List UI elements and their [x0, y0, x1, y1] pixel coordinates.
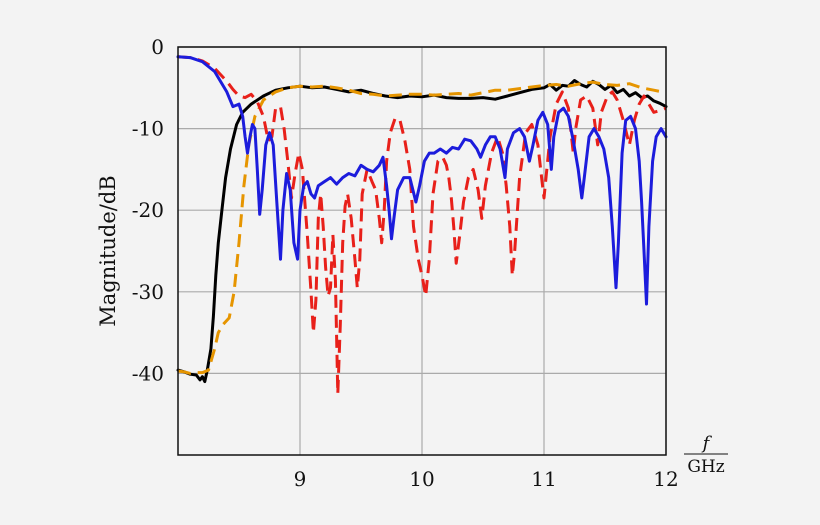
series-line-1	[176, 79, 668, 384]
y-tick-label: -10	[132, 117, 164, 141]
series-line-2	[177, 80, 667, 375]
x-tick-label: 11	[531, 467, 556, 491]
y-tick-label: -40	[132, 361, 164, 385]
y-tick-label: 0	[151, 35, 164, 59]
series-line-4	[176, 55, 668, 306]
x-tick-label: 12	[653, 467, 678, 491]
y-tick-label: -30	[132, 280, 164, 304]
y-tick-label: -20	[132, 198, 164, 222]
y-axis-label: Magnitude/dB	[96, 175, 120, 327]
x-unit-denominator: GHz	[687, 457, 724, 477]
x-tick-labels: 9 10 11 12	[294, 467, 679, 491]
x-tick-label: 9	[294, 467, 307, 491]
plot-frame	[177, 46, 667, 456]
y-tick-labels: 0 -10 -20 -30 -40	[132, 35, 164, 385]
x-tick-label: 10	[409, 467, 434, 491]
series-lines	[176, 55, 668, 396]
x-axis-unit: f GHz	[684, 433, 728, 477]
x-unit-numerator: f	[701, 433, 713, 454]
